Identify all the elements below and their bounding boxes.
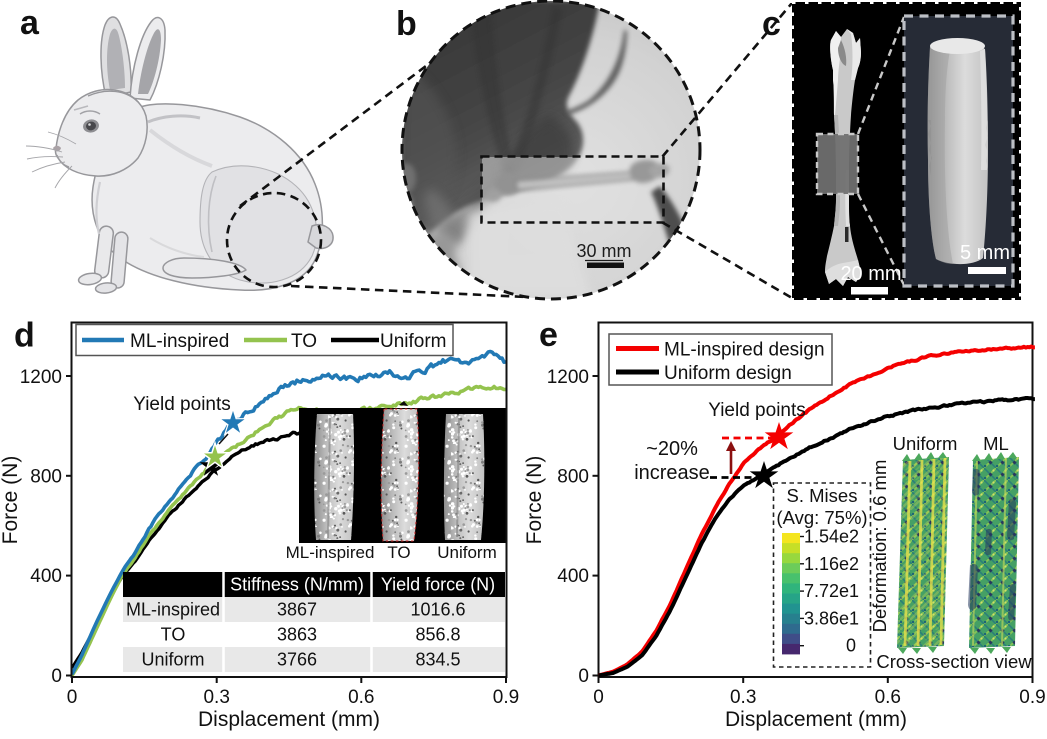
svg-text:0.3: 0.3: [203, 687, 229, 708]
svg-text:ML-inspired: ML-inspired: [126, 600, 220, 620]
svg-text:1200: 1200: [547, 367, 589, 388]
svg-text:c: c: [762, 5, 781, 43]
svg-text:TO: TO: [291, 331, 317, 352]
svg-text:1.16e2: 1.16e2: [804, 554, 859, 574]
svg-text:Stiffness (N/mm): Stiffness (N/mm): [230, 575, 364, 595]
svg-text:Cross-section view: Cross-section view: [876, 651, 1032, 672]
svg-text:1016.6: 1016.6: [410, 600, 465, 620]
svg-text:834.5: 834.5: [415, 650, 460, 670]
svg-text:Uniform: Uniform: [141, 650, 204, 670]
svg-text:0: 0: [67, 687, 78, 708]
svg-text:7.72e1: 7.72e1: [804, 581, 859, 601]
svg-text:b: b: [396, 5, 417, 43]
svg-text:e: e: [539, 316, 558, 354]
svg-text:0.6: 0.6: [875, 687, 901, 708]
svg-text:Yield force (N): Yield force (N): [381, 575, 495, 595]
svg-text:Deformation: 0.6 mm: Deformation: 0.6 mm: [869, 460, 890, 633]
svg-text:0: 0: [846, 636, 856, 656]
svg-text:a: a: [20, 4, 40, 42]
svg-text:0.3: 0.3: [730, 687, 756, 708]
svg-text:0.6: 0.6: [348, 687, 374, 708]
svg-text:ML-inspired: ML-inspired: [286, 543, 375, 562]
svg-text:~20%: ~20%: [646, 438, 698, 460]
svg-text:ML: ML: [983, 433, 1009, 454]
svg-text:Uniform: Uniform: [380, 331, 447, 352]
svg-text:30 mm: 30 mm: [576, 241, 631, 261]
svg-text:Displacement (mm): Displacement (mm): [198, 708, 380, 731]
svg-text:(Avg: 75%): (Avg: 75%): [776, 507, 867, 528]
svg-text:TO: TO: [387, 543, 410, 562]
svg-text:3766: 3766: [277, 650, 317, 670]
svg-text:d: d: [14, 317, 35, 355]
svg-text:increase: increase: [634, 462, 710, 484]
svg-text:1200: 1200: [20, 367, 62, 388]
svg-text:3863: 3863: [277, 625, 317, 645]
svg-text:20 mm: 20 mm: [840, 263, 901, 285]
svg-text:ML-inspired: ML-inspired: [130, 331, 229, 352]
svg-text:Uniform: Uniform: [437, 543, 497, 562]
svg-text:Uniform design: Uniform design: [664, 363, 792, 384]
svg-text:Displacement (mm): Displacement (mm): [725, 708, 907, 731]
svg-text:Yield points: Yield points: [133, 394, 231, 415]
svg-text:0.9: 0.9: [1019, 687, 1045, 708]
svg-text:5 mm: 5 mm: [960, 242, 1010, 264]
svg-text:ML-inspired design: ML-inspired design: [664, 340, 825, 361]
svg-text:400: 400: [557, 566, 589, 587]
svg-text:800: 800: [557, 467, 589, 488]
svg-text:0.9: 0.9: [493, 687, 519, 708]
svg-text:0: 0: [593, 687, 604, 708]
svg-text:800: 800: [30, 467, 62, 488]
svg-text:Uniform: Uniform: [893, 433, 958, 454]
svg-text:Yield points: Yield points: [708, 400, 806, 421]
svg-text:400: 400: [30, 566, 62, 587]
svg-text:0: 0: [51, 666, 62, 687]
svg-text:0: 0: [578, 666, 589, 687]
svg-text:Force (N): Force (N): [0, 456, 22, 545]
svg-text:856.8: 856.8: [415, 625, 460, 645]
svg-text:3867: 3867: [277, 600, 317, 620]
svg-text:1.54e2: 1.54e2: [804, 527, 859, 547]
svg-text:3.86e1: 3.86e1: [804, 608, 859, 628]
svg-text:Force (N): Force (N): [523, 456, 546, 545]
svg-text:TO: TO: [161, 625, 186, 645]
svg-text:S. Mises: S. Mises: [787, 485, 858, 506]
